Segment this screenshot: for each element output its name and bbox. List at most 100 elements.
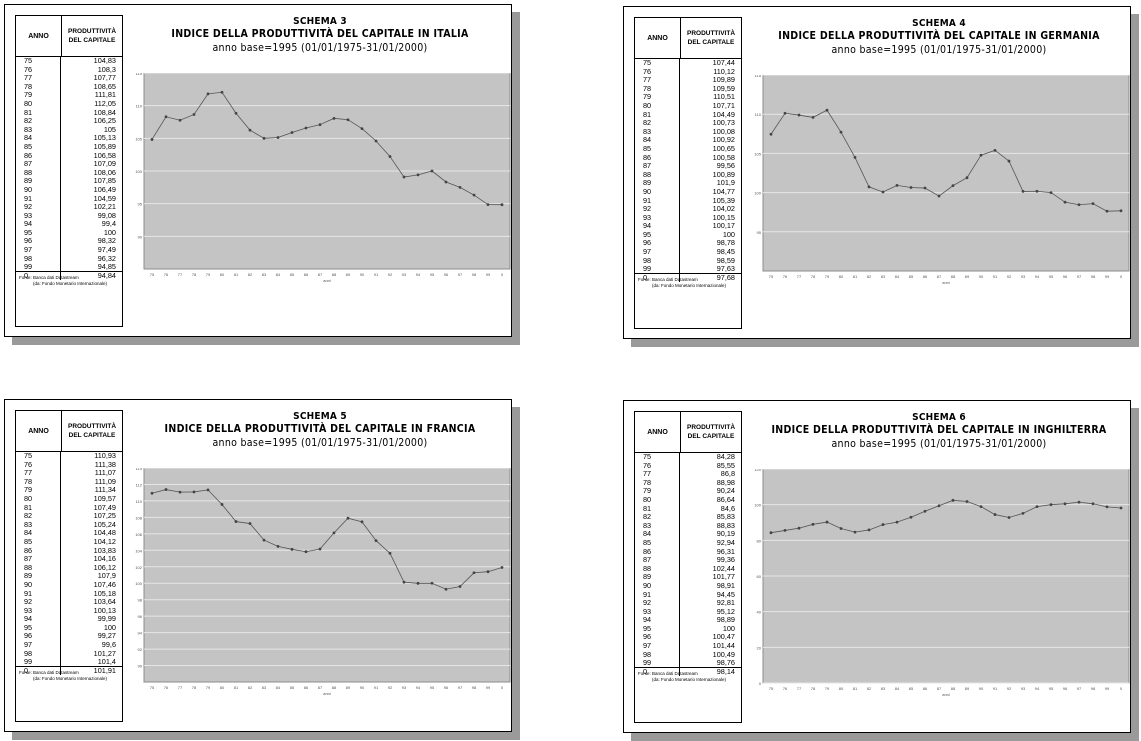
value-cell: 103,83 — [93, 545, 116, 555]
col-header-produttivita-text: PRODUTTIVITÀ DEL CAPITALE — [687, 423, 735, 441]
x-tick-label: 95 — [430, 685, 435, 690]
table-rows: 75 107,44 76 110,12 77 109,89 78 109,59 79 110,51… — [635, 58, 741, 283]
table-row: 96 98,78 — [635, 239, 741, 249]
value-cell: 95,12 — [716, 606, 735, 616]
year-cell: 76 — [635, 67, 680, 77]
line-chart: 115 110 105 100 95 75 76 77 78 79 80 81 82 83 84 85 86 87… — [754, 75, 1130, 285]
table-row: 97 99,6 — [16, 640, 122, 650]
table-row: 75 104,83 — [16, 56, 122, 66]
source-line-1: Fonte: Banca dati Datastream — [19, 670, 79, 675]
col-header-line-2: DEL CAPITALE — [68, 432, 116, 439]
value-cell: 109,59 — [712, 83, 735, 93]
value-cell: 85,83 — [716, 512, 735, 522]
table-row: 77 107,77 — [16, 74, 122, 83]
year-cell: 82 — [16, 512, 61, 521]
y-tick-label: 98 — [138, 598, 143, 603]
year-cell: 95 — [635, 624, 680, 634]
year-cell: 82 — [16, 117, 61, 126]
col-header-anno: ANNO — [16, 16, 62, 56]
value-cell: 100,17 — [712, 221, 735, 231]
year-cell: 87 — [635, 556, 680, 565]
data-point — [769, 132, 773, 136]
y-tick-label: 96 — [138, 614, 143, 619]
value-cell: 98,89 — [716, 615, 735, 625]
data-point — [276, 544, 280, 548]
data-point — [811, 522, 815, 526]
year-cell: 78 — [635, 478, 680, 488]
table-row: 84 104,48 — [16, 529, 122, 538]
x-tick-label: 79 — [206, 272, 211, 277]
data-point — [923, 509, 927, 513]
year-cell: 90 — [635, 581, 680, 591]
table-row: 83 88,83 — [635, 521, 741, 531]
table-row: 92 102,21 — [16, 202, 122, 212]
value-cell: 108,84 — [93, 107, 116, 117]
x-tick-label: 75 — [769, 686, 774, 691]
value-cell: 104,48 — [93, 528, 116, 538]
year-cell: 84 — [16, 529, 61, 538]
table-row: 89 107,85 — [16, 177, 122, 186]
year-cell: 96 — [635, 633, 680, 643]
data-point — [486, 203, 490, 207]
year-cell: 88 — [16, 563, 61, 573]
y-tick-label: 92 — [138, 647, 143, 652]
col-header-produttivita-text: PRODUTTIVITÀ DEL CAPITALE — [68, 422, 116, 440]
year-cell: 91 — [16, 589, 61, 599]
x-tick-label: 83 — [881, 686, 886, 691]
x-tick-label: 99 — [1105, 274, 1110, 279]
data-point — [416, 581, 420, 585]
value-cell: 94,45 — [716, 589, 735, 599]
data-point — [811, 116, 815, 119]
data-point — [388, 155, 392, 158]
data-point — [895, 520, 899, 524]
table-row: 95 100 — [635, 230, 741, 240]
data-point — [1077, 500, 1081, 504]
table-row: 82 85,83 — [635, 513, 741, 522]
table-row: 90 104,77 — [635, 186, 741, 197]
year-cell: 78 — [16, 477, 61, 487]
x-tick-label: 93 — [1021, 686, 1026, 691]
line-chart: 120 100 80 60 40 20 0 75 76 77 78 79 80 81 82 83 84 85 86 8… — [754, 469, 1130, 697]
value-cell: 101,91 — [93, 665, 116, 675]
data-point — [458, 585, 462, 588]
year-cell: 79 — [16, 91, 61, 100]
x-tick-label: 88 — [332, 685, 337, 690]
data-table: ANNO PRODUTTIVITÀ DEL CAPITALE 75 107,44 76 11… — [634, 17, 742, 329]
x-tick-label: 95 — [1049, 274, 1054, 279]
value-cell: 107,9 — [97, 571, 116, 581]
table-row: 83 100,08 — [635, 127, 741, 137]
year-cell: 94 — [16, 615, 61, 624]
year-cell: 84 — [635, 136, 680, 145]
value-cell: 98,91 — [716, 580, 735, 590]
data-point — [346, 516, 350, 520]
value-cell: 104,77 — [712, 186, 735, 196]
value-cell: 94,85 — [97, 262, 116, 272]
value-cell: 90,24 — [716, 486, 735, 496]
year-cell: 0 — [635, 273, 680, 283]
value-cell: 108,65 — [93, 81, 116, 91]
x-tick-label: 94 — [1035, 686, 1040, 691]
value-cell: 104,59 — [93, 193, 116, 203]
x-tick-label: 84 — [895, 274, 900, 279]
x-tick-label: 79 — [206, 685, 211, 690]
table-row: 93 99,08 — [16, 211, 122, 221]
chart-title: INDICE DELLA PRODUTTIVITÀ DEL CAPITALE I… — [778, 30, 1100, 42]
schema-panel: ANNO PRODUTTIVITÀ DEL CAPITALE 75 110,93 76 11… — [4, 399, 520, 740]
data-point — [951, 498, 955, 502]
value-cell: 100 — [103, 622, 116, 632]
x-tick-label: 89 — [346, 685, 351, 690]
data-point — [318, 547, 322, 551]
col-header-line-1: PRODUTTIVITÀ — [67, 28, 117, 35]
x-tick-label: 94 — [416, 272, 421, 277]
table-row: 75 110,93 — [16, 451, 122, 461]
year-cell: 93 — [16, 606, 61, 616]
table-row: 91 105,18 — [16, 589, 122, 599]
schema-card: ANNO PRODUTTIVITÀ DEL CAPITALE 75 84,28 76 85,… — [623, 400, 1131, 733]
data-point — [472, 571, 476, 575]
table-row: 77 86,8 — [635, 470, 741, 479]
value-cell: 104,16 — [93, 554, 116, 564]
year-cell: 81 — [16, 108, 61, 118]
table-row: 79 111,34 — [16, 486, 122, 495]
x-tick-label: 96 — [1063, 274, 1068, 279]
x-tick-label: 87 — [937, 274, 942, 279]
